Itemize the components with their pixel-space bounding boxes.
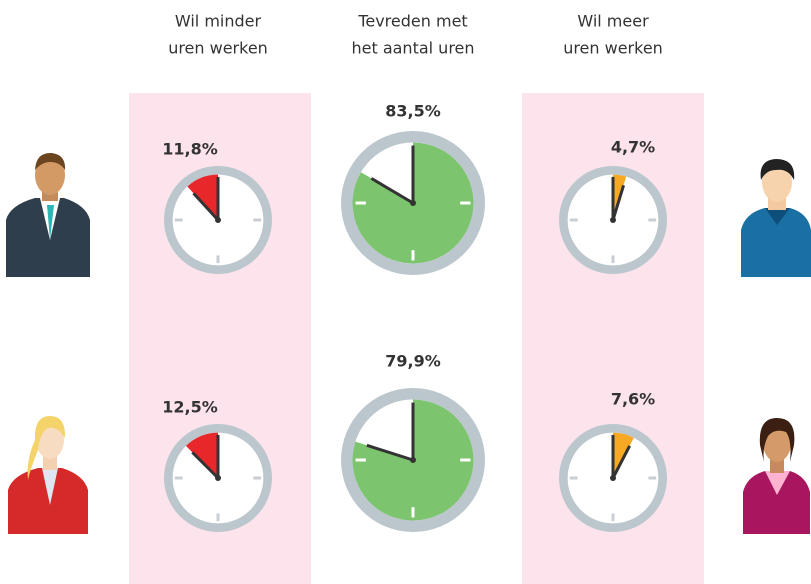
value-label: 12,5% [162, 398, 218, 417]
clock-center [610, 217, 616, 223]
value-label: 83,5% [385, 102, 441, 121]
man-icon [6, 152, 90, 277]
value-label: 11,8% [162, 140, 218, 159]
man-icon [741, 159, 811, 277]
clock-center [215, 217, 221, 223]
clock-hand [191, 451, 220, 480]
clock-hand [366, 443, 414, 462]
clock-wedge [185, 432, 218, 478]
clock-center [215, 475, 221, 481]
woman-icon [743, 418, 810, 534]
column-header: Wil minder [175, 12, 262, 31]
column-header: het aantal uren [351, 39, 474, 58]
value-label: 4,7% [611, 138, 655, 157]
clock-hand [611, 184, 625, 221]
value-label: 7,6% [611, 390, 655, 409]
column-header: uren werken [168, 39, 268, 58]
clock-wedge [187, 174, 218, 220]
column-header: uren werken [563, 39, 663, 58]
clock-center [610, 475, 616, 481]
value-label: 79,9% [385, 352, 441, 371]
clock-center [410, 457, 416, 463]
clock-center [410, 200, 416, 206]
clock-hand [611, 445, 632, 479]
woman-icon [8, 416, 88, 534]
column-header: Tevreden met [357, 12, 467, 31]
column-header: Wil meer [577, 12, 649, 31]
clock-hand [192, 192, 220, 222]
clock-hand [370, 177, 414, 205]
